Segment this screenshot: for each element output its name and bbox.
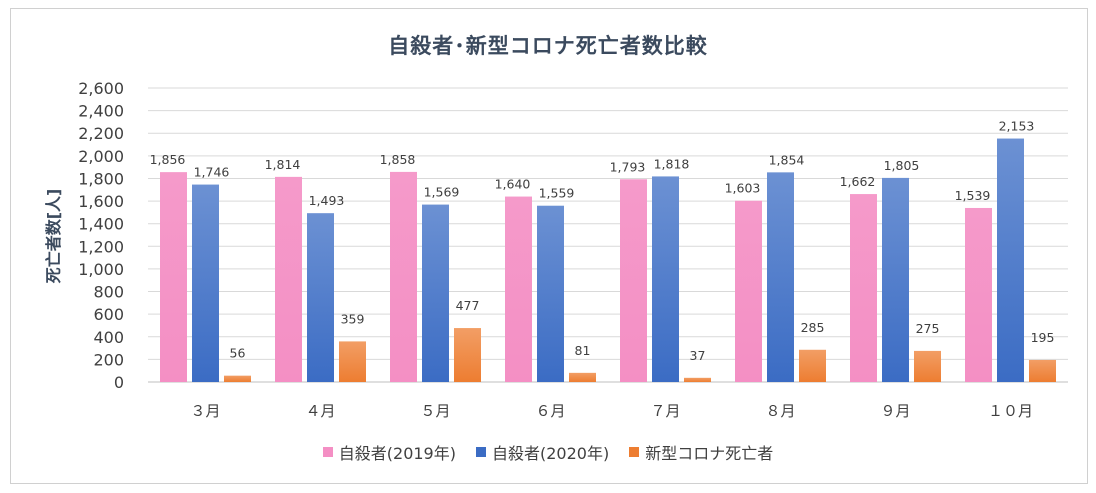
data-label: 56 [230,346,246,361]
y-tick-label: 2,200 [78,124,124,143]
bar-series-3-6 [799,349,826,382]
bar-series-2-3 [422,204,449,382]
bar-series-1-8 [965,207,992,382]
data-label: 1,746 [194,165,230,180]
y-tick-label: 1,600 [78,192,124,211]
bar-series-1-3 [390,171,417,382]
legend-item-3: 新型コロナ死亡者 [629,440,773,464]
data-label: 275 [916,321,940,336]
y-tick-label: 600 [93,305,124,324]
legend: 自殺者(2019年) 自殺者(2020年) 新型コロナ死亡者 [0,440,1096,464]
y-tick-label: 1,400 [78,215,124,234]
bar-series-2-2 [307,213,334,382]
y-axis-ticks: 0 200 400 600 800 1,000 1,200 1,400 1,600 1,800 2,… [78,79,124,392]
data-label: 1,854 [769,152,805,167]
bar-series-3-8 [1029,359,1056,382]
data-label: 477 [456,298,480,313]
y-tick-label: 400 [93,328,124,347]
legend-item-1: 自殺者(2019年) [322,440,456,464]
data-labels: 1,856 1,746 56 1,814 1,493 359 1,858 1,569 477 1,… [150,119,1055,363]
data-label: 1,793 [610,159,646,174]
x-tick-label: ４月 [305,402,335,420]
x-tick-label: １０月 [988,402,1033,420]
legend-swatch [322,447,333,457]
data-label: 81 [575,343,591,358]
bar-series-1-6 [735,200,762,382]
data-label: 37 [690,348,706,363]
data-label: 2,153 [999,119,1035,134]
data-label: 1,603 [725,181,761,196]
x-tick-label: ８月 [765,402,795,420]
data-label: 285 [801,320,825,335]
bars [160,138,1056,382]
y-tick-label: 2,400 [78,102,124,121]
legend-label: 自殺者(2019年) [338,444,456,463]
bar-series-1-2 [275,176,302,382]
bar-series-2-1 [192,184,219,382]
y-axis-label: 死亡者数[人] [44,189,63,284]
bar-series-3-3 [454,328,481,382]
data-label: 1,662 [840,174,876,189]
y-tick-label: 0 [114,373,124,392]
legend-label: 自殺者(2020年) [491,444,610,463]
y-tick-label: 800 [93,283,124,302]
y-tick-label: 200 [93,350,124,369]
bar-series-2-5 [652,176,679,382]
legend-swatch [475,447,486,457]
data-label: 1,858 [380,152,416,167]
y-tick-label: 1,200 [78,237,124,256]
bar-series-2-6 [767,172,794,382]
data-label: 1,559 [539,186,575,201]
bar-series-3-2 [339,341,366,382]
x-tick-label: ６月 [535,402,565,420]
x-tick-label: ５月 [420,402,450,420]
bar-series-3-1 [224,375,251,382]
bar-series-2-4 [537,205,564,382]
data-label: 1,569 [424,185,460,200]
bar-series-2-8 [997,138,1024,382]
y-tick-label: 1,000 [78,260,124,279]
bar-series-1-7 [850,194,877,382]
y-tick-label: 2,000 [78,147,124,166]
data-label: 1,805 [884,158,920,173]
x-tick-label: ３月 [190,402,220,420]
data-label: 1,493 [309,193,345,208]
x-tick-label: ７月 [650,402,680,420]
data-label: 195 [1031,330,1055,345]
data-label: 359 [341,311,365,326]
legend-swatch [629,447,640,457]
legend-item-2: 自殺者(2020年) [475,440,610,464]
data-label: 1,818 [654,156,690,171]
bar-series-2-7 [882,177,909,382]
x-axis-ticks: ３月 ４月 ５月 ６月 ７月 ８月 ９月 １０月 [190,402,1033,420]
bar-series-1-4 [505,196,532,382]
legend-label: 新型コロナ死亡者 [645,444,774,463]
data-label: 1,640 [495,177,531,192]
bar-series-1-5 [620,179,647,382]
data-label: 1,814 [265,157,301,172]
bar-series-1-1 [160,172,187,382]
data-label: 1,539 [955,188,991,203]
y-tick-label: 2,600 [78,79,124,98]
y-tick-label: 1,800 [78,169,124,188]
bar-series-3-7 [914,350,941,382]
data-label: 1,856 [150,152,186,167]
x-tick-label: ９月 [880,402,910,420]
bar-series-3-5 [684,377,711,382]
bar-series-3-4 [569,372,596,382]
chart-title: 自殺者･新型コロナ死亡者数比較 [388,34,708,58]
